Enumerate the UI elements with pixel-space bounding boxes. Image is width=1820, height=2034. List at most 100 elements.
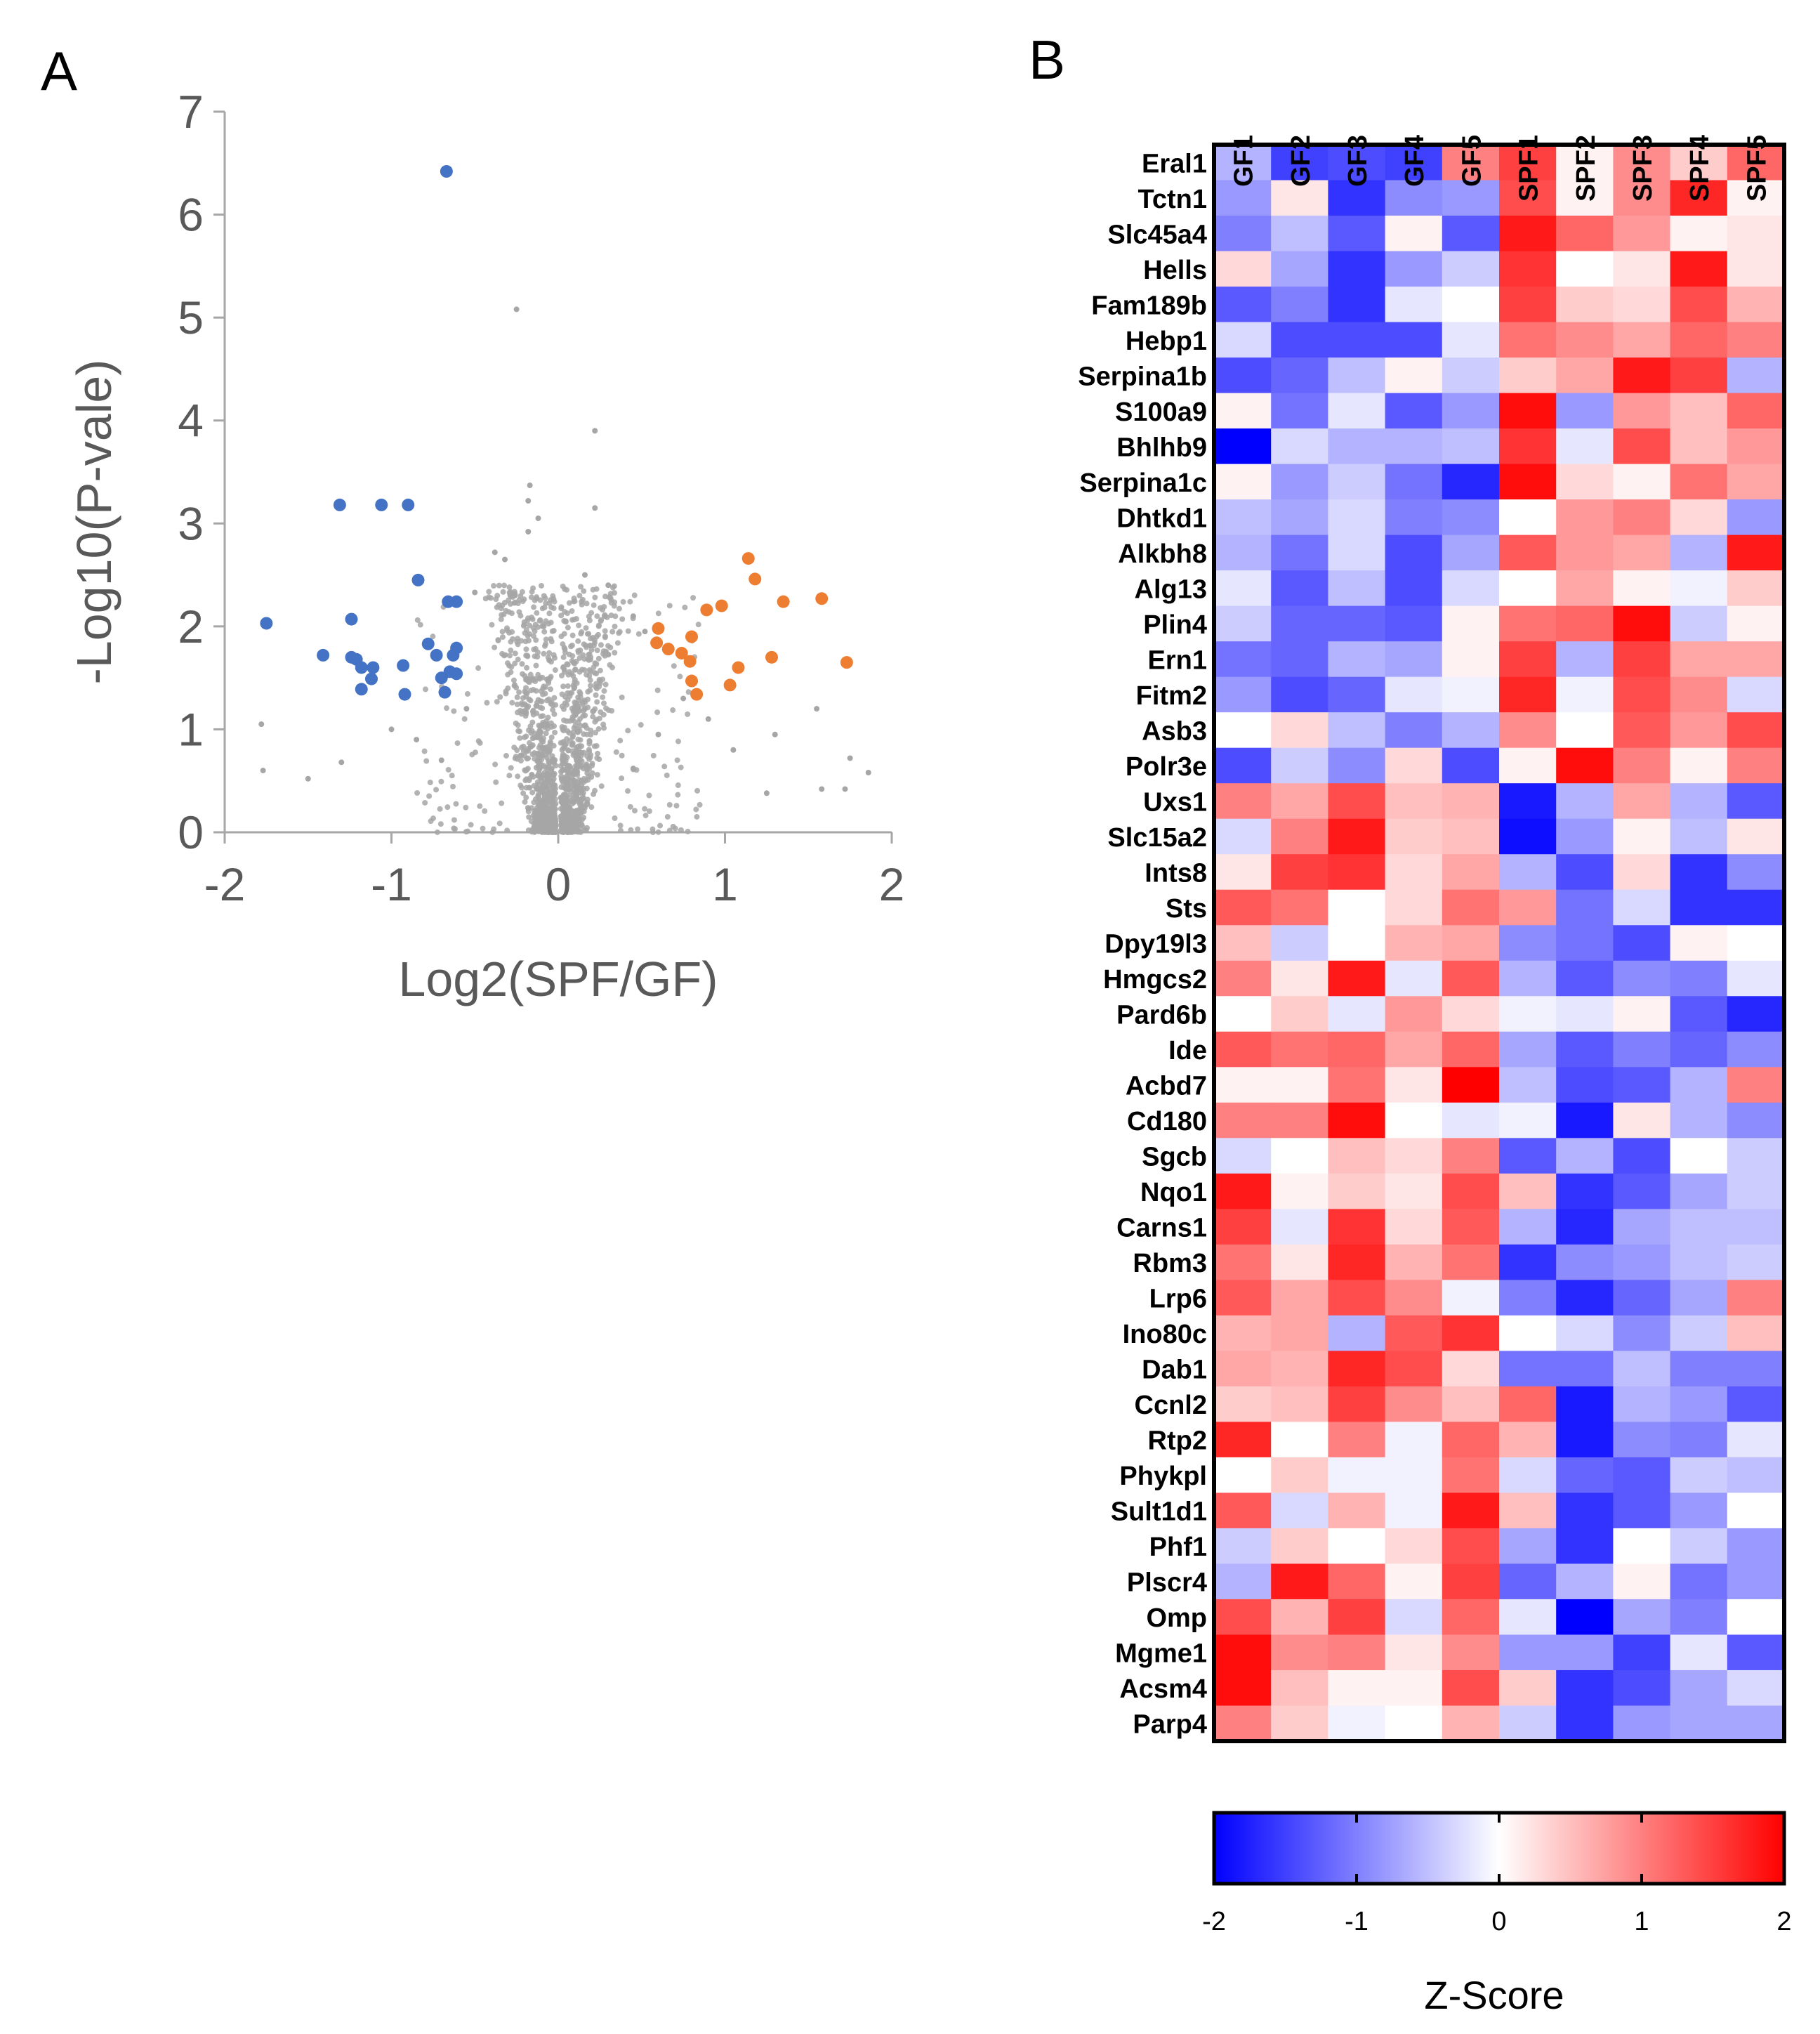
heatmap-cell (1670, 641, 1728, 678)
heatmap-cell (1499, 216, 1557, 252)
heatmap-column-label: GF3 (1343, 135, 1373, 187)
heatmap-cell (1613, 251, 1671, 287)
heatmap-cell (1499, 783, 1557, 820)
heatmap-cell (1613, 641, 1671, 678)
heatmap-cell (1727, 1457, 1785, 1494)
volcano-background-point (437, 821, 444, 827)
volcano-background-point (445, 766, 451, 773)
volcano-background-point (693, 806, 699, 813)
volcano-background-point (509, 629, 515, 635)
volcano-background-point (536, 744, 542, 751)
heatmap-column-label: SPF2 (1571, 135, 1601, 202)
heatmap-cell (1214, 180, 1272, 216)
volcano-background-point (694, 813, 700, 820)
volcano-y-tick-label: 6 (178, 189, 204, 241)
heatmap-cell (1328, 712, 1386, 749)
volcano-point-background (605, 582, 612, 589)
heatmap-row-label: Hmgcs2 (1103, 965, 1207, 995)
heatmap-row-label: Acbd7 (1126, 1072, 1207, 1101)
heatmap-cell (1214, 1280, 1272, 1316)
heatmap-cell (1670, 783, 1728, 820)
volcano-point-up (815, 592, 829, 605)
heatmap-cell (1556, 216, 1614, 252)
volcano-background-point (496, 582, 502, 589)
heatmap-cell (1499, 1209, 1557, 1245)
heatmap-cell (1328, 1669, 1386, 1707)
volcano-background-point (444, 804, 451, 811)
volcano-background-point (526, 814, 532, 820)
volcano-background-point (588, 804, 595, 811)
heatmap-cell (1613, 287, 1671, 323)
volcano-background-point (578, 631, 584, 637)
heatmap-cell (1214, 428, 1272, 465)
heatmap-cell (1328, 534, 1386, 571)
heatmap-cell (1670, 251, 1728, 287)
volcano-background-point (560, 728, 567, 734)
volcano-point-background (525, 498, 532, 504)
volcano-background-point (567, 690, 573, 696)
heatmap-cell (1271, 1244, 1328, 1280)
heatmap-cell (1499, 1457, 1557, 1494)
heatmap-cell (1271, 570, 1328, 607)
heatmap-cell (1556, 1173, 1614, 1209)
heatmap-cell (1442, 1528, 1500, 1565)
volcano-background-point (588, 647, 595, 653)
heatmap-cell (1385, 1705, 1443, 1742)
volcano-point-down (435, 671, 448, 685)
heatmap-cell (1385, 747, 1443, 784)
volcano-background-point (561, 669, 567, 675)
heatmap-cell (1385, 925, 1443, 962)
heatmap-column-label: SPF3 (1628, 135, 1658, 202)
heatmap-cell (1499, 1031, 1557, 1068)
volcano-y-tick-label: 4 (178, 395, 204, 447)
heatmap-cell (1556, 357, 1614, 394)
volcano-background-point (567, 718, 573, 724)
volcano-background-point (548, 792, 555, 799)
heatmap-cell (1613, 570, 1671, 607)
heatmap-cell (1442, 357, 1500, 394)
heatmap-cell (1271, 676, 1328, 713)
volcano-background-point (550, 652, 557, 658)
heatmap-cell (1385, 889, 1443, 926)
heatmap-row-label: Serpina1c (1079, 468, 1207, 498)
heatmap-column-label: GF4 (1400, 135, 1430, 187)
volcano-background-point (578, 584, 584, 590)
volcano-background-point (595, 655, 602, 662)
volcano-background-point (579, 749, 585, 756)
volcano-background-point (575, 736, 581, 742)
heatmap-cell (1442, 1634, 1500, 1671)
heatmap-cell (1328, 1138, 1386, 1174)
heatmap-row-label: Ide (1168, 1036, 1207, 1065)
heatmap-cell (1271, 1634, 1328, 1671)
volcano-background-point (666, 603, 673, 609)
heatmap-cell (1613, 393, 1671, 429)
heatmap-cell (1670, 1492, 1728, 1529)
heatmap-cell (1499, 357, 1557, 394)
heatmap-cell (1727, 251, 1785, 287)
volcano-point-down (355, 683, 368, 696)
volcano-background-point (558, 784, 565, 790)
volcano-point-up (685, 674, 698, 688)
heatmap-cell (1385, 145, 1443, 181)
heatmap-cell (1613, 1457, 1671, 1494)
volcano-background-point (572, 667, 579, 673)
volcano-background-point (449, 773, 455, 779)
heatmap-cell (1499, 1634, 1557, 1671)
volcano-background-point (523, 693, 529, 700)
volcano-background-point (591, 743, 598, 749)
heatmap-cell (1442, 287, 1500, 323)
volcano-background-point (417, 622, 423, 628)
volcano-background-point (506, 584, 513, 591)
volcano-background-point (528, 744, 534, 750)
heatmap-cell (1271, 287, 1328, 323)
volcano-background-point (535, 781, 541, 787)
heatmap-cell (1271, 1067, 1328, 1103)
volcano-background-point (514, 701, 520, 707)
volcano-background-point (540, 804, 546, 811)
volcano-background-point (617, 737, 624, 744)
heatmap-cell (1214, 641, 1272, 678)
volcano-point-up (741, 552, 755, 565)
heatmap-cell (1385, 1528, 1443, 1565)
heatmap-cell (1214, 499, 1272, 536)
volcano-background-point (536, 617, 543, 624)
